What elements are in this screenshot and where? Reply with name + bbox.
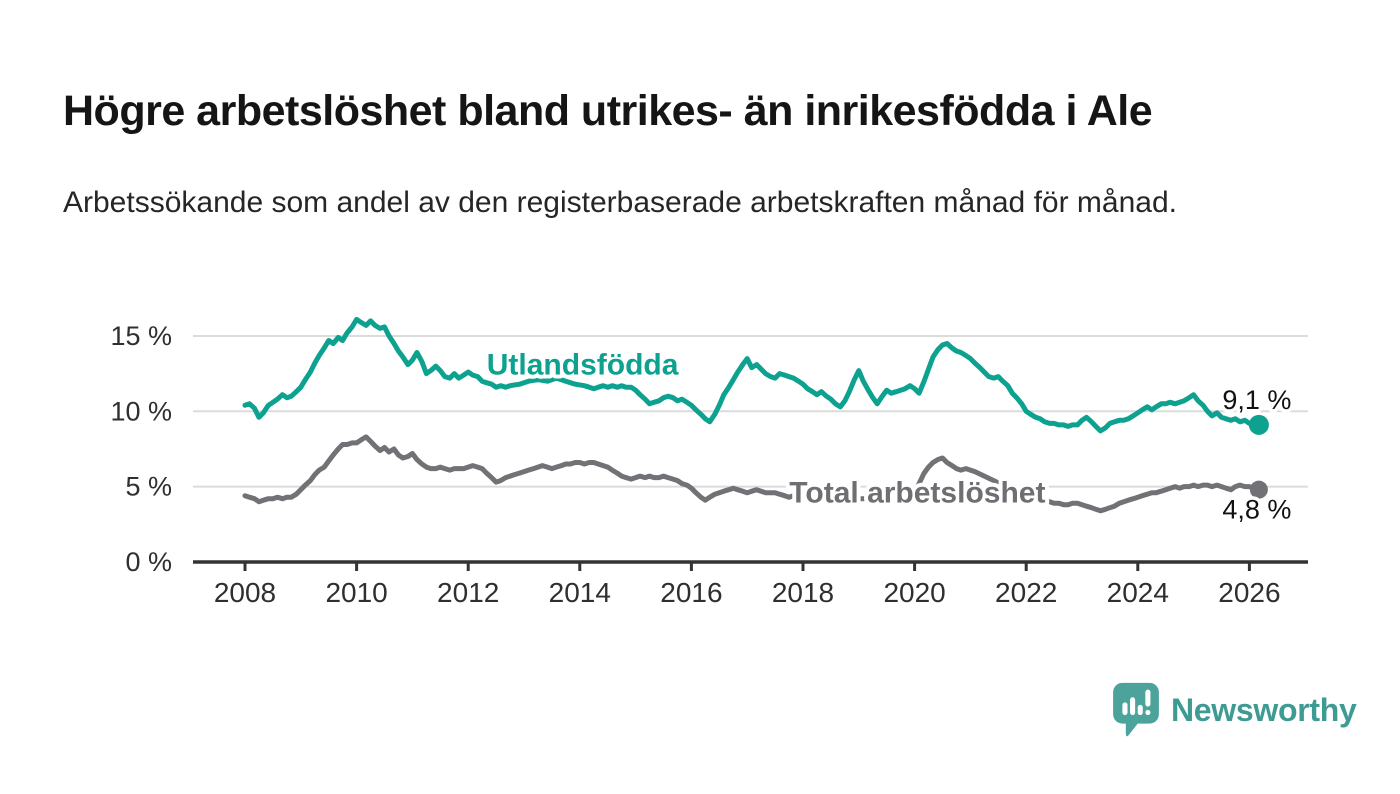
newsworthy-wordmark: Newsworthy: [1171, 691, 1357, 728]
y-axis-tick-label: 15 %: [110, 321, 172, 351]
page-title: Högre arbetslöshet bland utrikes- än inr…: [63, 86, 1153, 135]
series-end-dot-utlandsf-dda: [1248, 414, 1269, 435]
chart-subtitle: Arbetssökande som andel av den registerb…: [63, 186, 1177, 219]
x-axis-tick-label: 2026: [1218, 577, 1280, 608]
newsworthy-logo: Newsworthy: [1112, 682, 1357, 738]
series-label-utlandsf-dda: Utlandsfödda: [487, 348, 679, 381]
series-line-total-arbetsl-shet: [242, 434, 1262, 514]
series-group: [242, 316, 1269, 514]
bar-chart-glyph: [1122, 689, 1151, 716]
gridlines-group: [193, 334, 1308, 488]
y-axis-tick-label: 10 %: [110, 396, 172, 426]
x-axis-tick-label: 2010: [325, 577, 387, 608]
y-axis-tick-label: 5 %: [125, 472, 172, 502]
series-line-utlandsf-dda: [242, 316, 1262, 434]
x-axis-tick-label: 2018: [772, 577, 834, 608]
axis-group: 0 % 5 % 10 % 15 % 2008 2010 2012 2014 2016 2018 20…: [110, 321, 1308, 608]
x-axis-tick-label: 2020: [883, 577, 945, 608]
x-axis-tick-label: 2014: [549, 577, 611, 608]
y-axis-tick-label: 0 %: [125, 547, 172, 577]
speech-bubble-bar-chart-icon: [1113, 682, 1159, 737]
x-axis-tick-label: 2016: [660, 577, 722, 608]
series-label-total-arbetsl-shet: Total arbetslöshet: [789, 476, 1045, 509]
x-axis-tick-label: 2024: [1107, 577, 1169, 608]
x-axis-tick-label: 2012: [437, 577, 499, 608]
series-end-dot-total-arbetsl-shet: [1249, 480, 1268, 499]
annotations-group: Utlandsfödda 9,1 % Total arbetslöshet 4,8 %: [483, 344, 1295, 528]
series-end-value-total-arbetsl-shet: 4,8 %: [1222, 495, 1291, 525]
series-end-value-utlandsf-dda: 9,1 %: [1222, 385, 1291, 415]
x-axis-tick-label: 2008: [214, 577, 276, 608]
x-axis-tick-label: 2022: [995, 577, 1057, 608]
